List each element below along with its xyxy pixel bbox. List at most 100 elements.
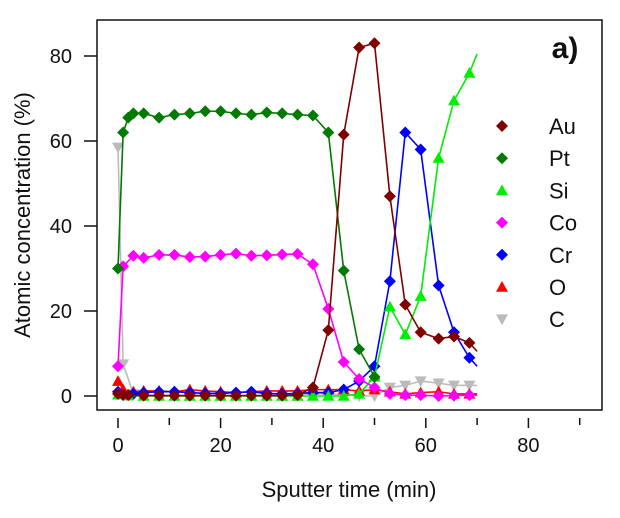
legend-label: Cr bbox=[549, 243, 572, 268]
data-point-si bbox=[322, 390, 335, 401]
data-point-pt bbox=[117, 126, 130, 139]
data-point-co bbox=[245, 249, 258, 262]
data-point-pt bbox=[353, 343, 366, 356]
data-point-co bbox=[399, 389, 412, 402]
y-tick-label: 0 bbox=[61, 386, 72, 408]
legend-label: C bbox=[549, 307, 565, 332]
data-point-pt bbox=[229, 107, 242, 120]
data-point-co bbox=[112, 360, 124, 373]
data-point-co bbox=[127, 249, 140, 262]
data-point-au bbox=[353, 41, 366, 54]
x-tick-label: 60 bbox=[415, 435, 437, 457]
data-point-si bbox=[337, 390, 350, 401]
data-point-au bbox=[214, 389, 227, 402]
data-point-pt bbox=[112, 262, 124, 275]
data-point-pt bbox=[368, 370, 381, 383]
data-point-c bbox=[432, 378, 445, 390]
legend: Au Pt Si Co Cr OC bbox=[496, 114, 577, 332]
legend-item-au: Au bbox=[496, 114, 576, 139]
data-point-co bbox=[214, 248, 227, 261]
data-point-au bbox=[414, 326, 427, 339]
data-point-pt bbox=[322, 126, 335, 139]
x-tick-label: 0 bbox=[112, 435, 123, 457]
data-point-cr bbox=[383, 275, 396, 288]
data-point-au bbox=[448, 330, 461, 343]
data-point-pt bbox=[291, 108, 304, 121]
data-point-au bbox=[463, 336, 476, 349]
data-point-si bbox=[463, 67, 476, 78]
data-point-au bbox=[245, 389, 258, 402]
series-au bbox=[112, 37, 478, 402]
legend-marker bbox=[496, 184, 508, 196]
legend-marker bbox=[496, 120, 508, 132]
data-point-cr bbox=[432, 279, 445, 292]
legend-marker bbox=[496, 216, 508, 229]
y-tick-label: 60 bbox=[50, 131, 72, 153]
legend-label: Si bbox=[549, 178, 569, 203]
data-point-au bbox=[137, 389, 150, 402]
data-point-c bbox=[112, 142, 124, 154]
legend-item-cr: Cr bbox=[496, 243, 572, 268]
data-point-au bbox=[260, 389, 273, 402]
series-pt bbox=[112, 105, 381, 383]
data-point-co bbox=[229, 247, 242, 260]
legend-marker bbox=[496, 281, 508, 292]
x-tick-label: 20 bbox=[209, 435, 231, 457]
legend-item-pt: Pt bbox=[496, 146, 570, 171]
data-point-co bbox=[383, 387, 396, 400]
data-point-co bbox=[183, 251, 196, 264]
plot-frame bbox=[96, 19, 603, 411]
data-point-si bbox=[414, 290, 427, 301]
legend-label: Au bbox=[549, 114, 576, 139]
data-point-co bbox=[414, 389, 427, 402]
series-co bbox=[112, 247, 478, 402]
legend-marker bbox=[496, 314, 508, 326]
data-point-pt bbox=[306, 109, 319, 122]
data-point-co bbox=[260, 249, 273, 262]
data-point-pt bbox=[245, 108, 258, 121]
axes-layer: 0 20 40 60 80 0 20 40 60 80 bbox=[50, 46, 581, 457]
data-point-au bbox=[306, 381, 319, 394]
data-point-co bbox=[291, 248, 304, 261]
x-axis-label: Sputter time (min) bbox=[262, 477, 437, 502]
data-point-au bbox=[183, 389, 196, 402]
data-point-pt bbox=[214, 105, 227, 118]
data-point-au bbox=[337, 128, 350, 141]
data-point-co bbox=[168, 248, 181, 261]
data-point-au bbox=[322, 324, 335, 337]
legend-marker bbox=[496, 248, 508, 261]
panel-label: a) bbox=[552, 32, 579, 65]
data-point-pt bbox=[337, 264, 350, 277]
legend-label: Pt bbox=[549, 146, 570, 171]
data-point-si bbox=[399, 328, 412, 340]
data-point-o bbox=[112, 375, 124, 386]
data-point-au bbox=[199, 389, 212, 402]
data-point-co bbox=[137, 251, 150, 264]
data-point-co bbox=[368, 381, 381, 394]
data-point-co bbox=[153, 248, 166, 261]
data-point-pt bbox=[276, 107, 289, 120]
data-point-pt bbox=[260, 106, 273, 119]
legend-label: Co bbox=[549, 211, 577, 236]
data-point-co bbox=[199, 250, 212, 263]
data-point-co bbox=[322, 302, 335, 315]
y-axis-label: Atomic concentration (%) bbox=[10, 92, 35, 338]
data-point-pt bbox=[137, 107, 150, 120]
data-point-pt bbox=[127, 107, 140, 120]
data-point-au bbox=[153, 389, 166, 402]
legend-marker bbox=[496, 152, 508, 165]
data-point-cr bbox=[463, 351, 476, 364]
data-point-au bbox=[399, 298, 412, 311]
data-point-au bbox=[383, 190, 396, 203]
data-point-co bbox=[337, 356, 350, 368]
data-point-si bbox=[383, 300, 396, 312]
data-point-au bbox=[122, 389, 135, 402]
data-point-si bbox=[432, 152, 445, 163]
data-point-cr bbox=[337, 383, 350, 396]
data-point-co bbox=[353, 373, 366, 385]
data-point-c bbox=[414, 376, 427, 388]
data-point-si bbox=[448, 94, 461, 106]
data-point-co bbox=[448, 389, 461, 402]
x-tick-label: 80 bbox=[517, 435, 539, 457]
